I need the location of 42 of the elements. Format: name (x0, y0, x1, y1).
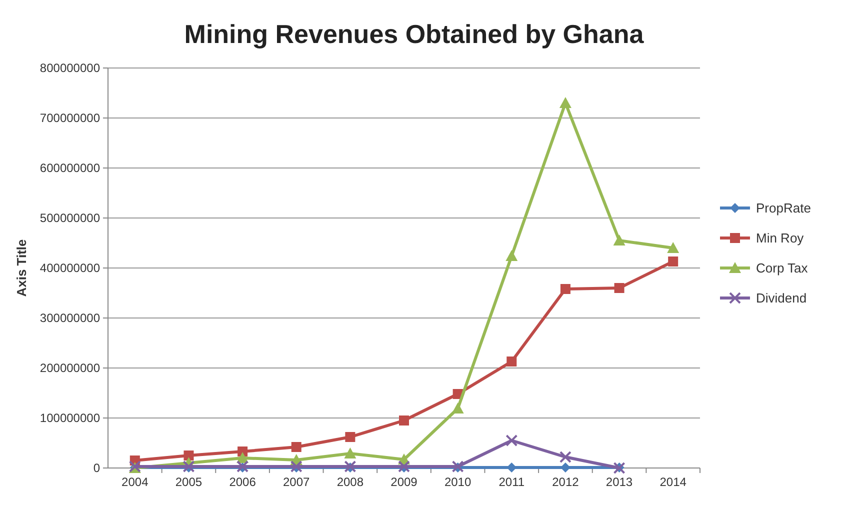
x-tick-label: 2011 (498, 475, 525, 489)
point (559, 97, 572, 108)
point (559, 451, 572, 463)
y-tick-label: 200000000 (40, 361, 100, 376)
x-tick-label: 2006 (229, 475, 256, 489)
point (667, 242, 680, 253)
x-tick-label: 2004 (122, 475, 149, 489)
x-tick-label: 2013 (606, 475, 633, 489)
y-axis-title: Axis Title (14, 239, 29, 297)
x-tick-label: 2008 (336, 475, 364, 489)
point (399, 416, 409, 426)
x-tick-label: 2005 (175, 475, 202, 489)
x-tick-label: 2007 (283, 475, 310, 489)
point (291, 442, 302, 452)
y-tick-label: 500000000 (40, 211, 100, 226)
point (506, 356, 517, 366)
point (560, 284, 570, 294)
y-tick-label: 0 (93, 461, 100, 476)
y-tick-label: 600000000 (40, 161, 100, 176)
y-tick-label: 100000000 (40, 411, 100, 426)
point (613, 234, 626, 246)
point (344, 448, 356, 458)
legend-label: Corp Tax (756, 260, 808, 276)
x-tick-label: 2010 (444, 475, 472, 489)
x-tick-label: 2012 (552, 475, 580, 489)
point (614, 283, 624, 293)
point (345, 432, 356, 442)
chart-title: Mining Revenues Obtained by Ghana (184, 19, 644, 49)
y-tick-label: 800000000 (40, 61, 100, 76)
point (506, 434, 518, 446)
point (668, 256, 678, 266)
point (452, 402, 464, 414)
x-tick-label: 2009 (390, 475, 418, 489)
point (506, 250, 518, 261)
legend-label: PropRate (756, 200, 811, 216)
legend-label: Min Roy (756, 230, 804, 246)
x-tick-label: 2014 (660, 475, 687, 489)
point (184, 450, 194, 460)
y-tick-label: 700000000 (40, 111, 100, 126)
y-tick-label: 400000000 (40, 261, 100, 276)
y-tick-label: 300000000 (40, 311, 100, 326)
legend-label: Dividend (756, 290, 807, 306)
